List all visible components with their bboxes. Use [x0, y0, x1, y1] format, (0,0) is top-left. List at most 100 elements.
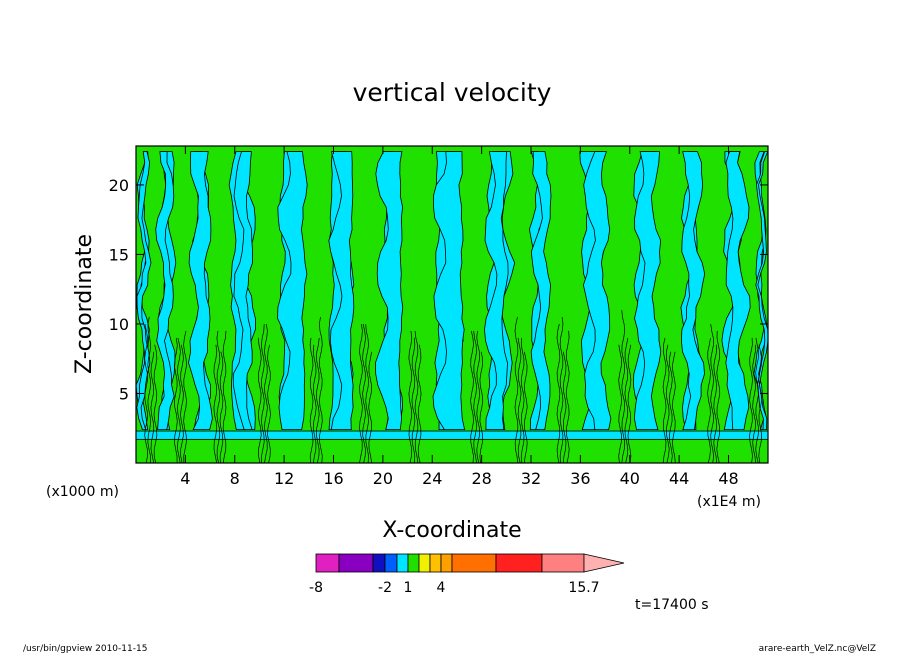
downdraft-region — [374, 151, 404, 430]
x-tick-label: 36 — [570, 469, 590, 488]
downdraft-region — [155, 151, 175, 430]
y-tick-label: 10 — [109, 315, 129, 334]
updraft-contour — [556, 323, 561, 463]
colorbar-segment — [396, 553, 409, 573]
updraft-contour — [222, 330, 227, 463]
updraft-contour — [414, 330, 419, 463]
colorbar-segment — [384, 553, 398, 573]
x-tick-label: 8 — [230, 469, 240, 488]
x-tick-label: 20 — [373, 469, 393, 488]
updraft-contour — [565, 330, 570, 463]
updraft-contour — [180, 344, 184, 463]
colorbar-tick-label: -2 — [378, 580, 392, 596]
updraft-contour — [261, 323, 265, 463]
updraft-contour — [368, 351, 373, 463]
downdraft-region — [582, 151, 612, 430]
y-tick-label: 20 — [109, 176, 129, 195]
updraft-contour — [144, 323, 148, 463]
downdraft-region — [328, 151, 355, 430]
colorbar-segment — [315, 553, 340, 573]
updraft-contour — [417, 344, 422, 463]
updraft-contour — [618, 344, 623, 463]
colorbar-segment — [495, 553, 543, 573]
y-tick-label: 15 — [109, 245, 129, 264]
downdraft-region — [484, 151, 509, 430]
y-tick-label: 5 — [119, 384, 129, 403]
updraft-contour — [520, 337, 525, 463]
updraft-contour — [183, 330, 187, 463]
colorbar-segment — [338, 553, 374, 573]
updraft-contour — [309, 337, 314, 463]
colorbar-segment — [407, 553, 420, 573]
updraft-contour — [707, 337, 711, 463]
updraft-contour — [365, 323, 369, 463]
updraft-contour — [147, 316, 152, 463]
updraft-contour — [177, 337, 181, 463]
updraft-contour — [665, 344, 670, 463]
updraft-contour — [312, 344, 317, 463]
updraft-contour — [174, 337, 178, 463]
colorbar-segment — [372, 553, 386, 573]
updraft-contour — [411, 337, 416, 463]
updraft-contour — [523, 351, 528, 463]
updraft-contour — [559, 316, 564, 463]
updraft-contour — [758, 344, 763, 463]
updraft-contour — [359, 323, 363, 463]
colorbar-segment — [429, 553, 442, 573]
footer-right: arare-earth_VelZ.nc@VelZ — [759, 644, 876, 654]
plot-frame — [135, 145, 769, 464]
colorbar-segment — [418, 553, 431, 573]
updraft-contour — [408, 330, 413, 463]
colorbar-segment — [440, 553, 453, 573]
time-label: t=17400 s — [635, 597, 709, 613]
updraft-contour — [257, 337, 262, 463]
updraft-contour — [219, 351, 224, 463]
low-level-band — [136, 430, 768, 440]
x-tick-label: 12 — [274, 469, 294, 488]
updraft-contour — [150, 351, 155, 463]
updraft-contour — [267, 344, 271, 463]
updraft-contour — [672, 351, 676, 463]
downdraft-region — [188, 151, 213, 430]
updraft-contour — [479, 351, 484, 463]
chart-title: vertical velocity — [353, 78, 552, 107]
updraft-contour — [213, 344, 218, 463]
colorbar-tick-label: -8 — [309, 580, 323, 596]
footer-left: /usr/bin/gpview 2010-11-15 — [23, 644, 147, 654]
x-tick-label: 16 — [323, 469, 343, 488]
updraft-contour — [662, 337, 667, 463]
updraft-contour — [716, 330, 721, 463]
updraft-contour — [319, 316, 323, 463]
x-tick-label: 24 — [422, 469, 442, 488]
x-tick-label: 48 — [718, 469, 738, 488]
x-axis-label: X-coordinate — [382, 518, 521, 543]
x-tick-label: 32 — [521, 469, 541, 488]
updraft-contour — [624, 337, 629, 463]
updraft-contour — [517, 337, 522, 463]
colorbar-segment — [541, 553, 585, 573]
updraft-contour — [621, 310, 626, 463]
downdraft-region — [725, 151, 751, 430]
downdraft-region — [680, 151, 706, 430]
x-tick-label: 28 — [471, 469, 491, 488]
colorbar-tick-label: 15.7 — [568, 580, 599, 596]
updraft-contour — [562, 351, 567, 463]
updraft-contour — [153, 344, 158, 463]
updraft-contour — [264, 323, 268, 463]
contour-field — [136, 151, 768, 463]
updraft-contour — [476, 330, 481, 463]
y-axis-label: Z-coordinate — [72, 234, 97, 374]
x-unit-right: (x1E4 m) — [697, 494, 761, 510]
updraft-contour — [752, 344, 756, 463]
downdraft-region — [232, 151, 254, 430]
updraft-contour — [315, 337, 320, 463]
updraft-contour — [514, 316, 519, 463]
updraft-contour — [627, 344, 632, 463]
updraft-contour — [710, 323, 714, 463]
x-tick-label: 4 — [180, 469, 190, 488]
colorbar: -8 -2 1 4 15.7 — [309, 553, 625, 596]
updraft-contour — [749, 337, 753, 463]
